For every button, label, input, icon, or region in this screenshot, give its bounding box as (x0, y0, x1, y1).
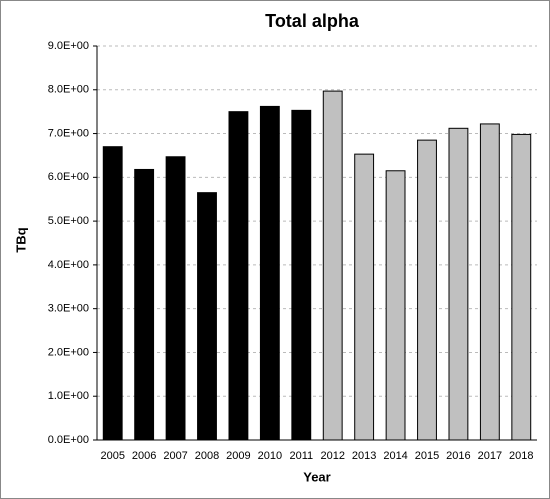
chart-title: Total alpha (265, 11, 360, 31)
x-tick-label: 2009 (226, 450, 250, 462)
x-tick-label: 2017 (478, 450, 502, 462)
x-tick-label: 2005 (100, 450, 124, 462)
x-tick-label: 2006 (132, 450, 156, 462)
bar (259, 105, 280, 441)
bar (134, 168, 155, 441)
bar (165, 156, 186, 441)
x-tick-label: 2015 (415, 450, 439, 462)
y-tick-label: 4.0E+00 (48, 259, 89, 271)
y-tick-label: 3.0E+00 (48, 303, 89, 315)
x-tick-label: 2010 (258, 450, 282, 462)
x-tick-label: 2016 (446, 450, 470, 462)
bar (448, 127, 469, 441)
y-tick-label: 7.0E+00 (48, 127, 89, 139)
y-axis-label: TBq (13, 227, 28, 252)
x-tick-label: 2012 (320, 450, 344, 462)
bar (511, 133, 532, 441)
x-tick-label: 2014 (383, 450, 407, 462)
x-tick-label: 2008 (195, 450, 219, 462)
y-tick-label: 2.0E+00 (48, 346, 89, 358)
bar (322, 90, 343, 441)
bar (385, 170, 406, 441)
x-tick-label: 2011 (289, 450, 313, 462)
bar (228, 111, 249, 441)
y-tick-label: 1.0E+00 (48, 390, 89, 402)
y-tick-label: 5.0E+00 (48, 215, 89, 227)
bar (354, 153, 375, 441)
x-tick-label: 2013 (352, 450, 376, 462)
bar (291, 109, 312, 441)
y-tick-label: 6.0E+00 (48, 171, 89, 183)
bar (102, 146, 123, 441)
x-tick-label: 2007 (163, 450, 187, 462)
x-axis-label: Year (303, 469, 330, 484)
x-tick-label: 2018 (509, 450, 533, 462)
bar (479, 123, 500, 441)
bar (197, 192, 217, 441)
y-tick-label: 0.0E+00 (48, 434, 89, 446)
bar (417, 139, 437, 441)
y-tick-label: 8.0E+00 (48, 84, 89, 96)
y-tick-label: 9.0E+00 (48, 40, 89, 52)
